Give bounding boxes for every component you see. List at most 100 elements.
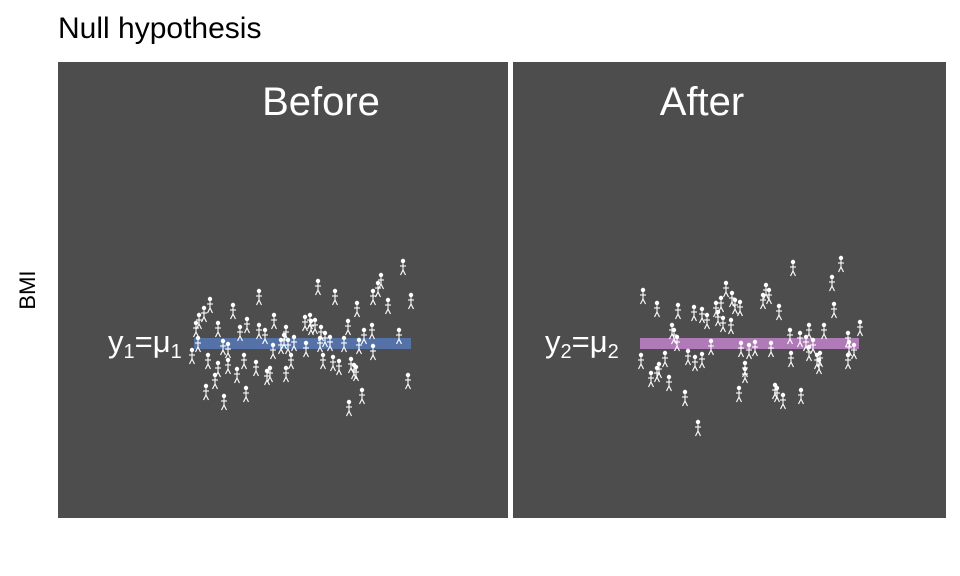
person-icon [330, 354, 336, 372]
person-icon [654, 365, 660, 383]
person-icon [322, 330, 328, 348]
person-icon [768, 340, 774, 358]
person-icon [648, 370, 654, 388]
person-icon [640, 287, 646, 305]
person-icon [264, 368, 270, 386]
person-icon [225, 341, 231, 359]
panel-before: Before y1=μ1 [58, 62, 508, 518]
person-icon [288, 352, 294, 370]
person-icon [396, 327, 402, 345]
person-icon [790, 259, 796, 277]
person-icon [857, 319, 863, 337]
person-icon [699, 351, 705, 369]
person-icon [385, 297, 391, 315]
person-icon [256, 288, 262, 306]
person-icon [675, 302, 681, 320]
person-icon [776, 303, 782, 321]
person-icon [359, 387, 365, 405]
eq-mu-sub: 1 [170, 341, 182, 363]
panel-after: After y2=μ2 [513, 62, 946, 518]
person-icon [203, 383, 209, 401]
person-icon [291, 334, 297, 352]
eq-mu: μ [152, 324, 171, 359]
person-icon [308, 318, 314, 336]
eq-mu-sub: 2 [607, 341, 619, 363]
person-icon [831, 301, 837, 319]
eq-equals: = [571, 324, 590, 359]
person-icon [345, 318, 351, 336]
person-icon [737, 299, 743, 317]
person-icon [732, 297, 738, 315]
person-icon [315, 278, 321, 296]
person-icon [327, 334, 333, 352]
person-icon [691, 304, 697, 322]
person-icon [774, 385, 780, 403]
before-plot [58, 62, 508, 518]
person-icon [189, 347, 195, 365]
person-icon [685, 348, 691, 366]
person-icon [662, 350, 668, 368]
y-axis-label: BMI [15, 270, 40, 310]
person-icon [695, 419, 701, 437]
person-icon [341, 335, 347, 353]
person-icon [262, 327, 268, 345]
person-icon [708, 338, 714, 356]
person-icon [205, 352, 211, 370]
person-icon [803, 334, 809, 352]
person-icon [230, 302, 236, 320]
person-icon [253, 359, 259, 377]
equation-after: y2=μ2 [545, 324, 619, 364]
person-icon [780, 392, 786, 410]
person-icon [220, 338, 226, 356]
person-icon [336, 358, 342, 376]
person-icon [370, 288, 376, 306]
person-icon [720, 315, 726, 333]
person-icon [369, 322, 375, 340]
person-icon [361, 327, 367, 345]
person-icon [704, 312, 710, 330]
eq-equals: = [134, 324, 153, 359]
person-icon [237, 324, 243, 342]
person-icon [788, 350, 794, 368]
person-icon [332, 288, 338, 306]
person-icon [193, 320, 199, 338]
panel-title-before: Before [262, 80, 380, 124]
eq-y-sub: 2 [560, 341, 572, 363]
person-icon [212, 372, 218, 390]
person-icon [317, 335, 323, 353]
person-icon [692, 354, 698, 372]
person-icon [821, 322, 827, 340]
person-icon [303, 340, 309, 358]
person-icon [302, 314, 308, 332]
chart-title: Null hypothesis [58, 12, 262, 45]
person-icon [196, 312, 202, 330]
person-icon [699, 306, 705, 324]
person-icon [346, 399, 352, 417]
panel-title-after: After [659, 80, 745, 124]
person-icon [234, 366, 240, 384]
person-icon [766, 287, 772, 305]
person-icon [810, 337, 816, 355]
person-icon [244, 316, 250, 334]
person-icon [682, 389, 688, 407]
person-icon [838, 255, 844, 273]
person-icon [400, 258, 406, 276]
person-icon [356, 337, 362, 355]
eq-mu: μ [589, 324, 608, 359]
person-icon [845, 352, 851, 370]
person-icon [738, 340, 744, 358]
person-icon [405, 372, 411, 390]
person-icon [241, 352, 247, 370]
person-icon [278, 337, 284, 355]
person-icon [723, 280, 729, 298]
person-icon [195, 335, 201, 353]
person-icon [787, 327, 793, 345]
person-icon [829, 274, 835, 292]
person-icon [285, 337, 291, 355]
eq-y: y [108, 324, 124, 359]
eq-y: y [545, 324, 561, 359]
person-icon [283, 365, 289, 383]
person-icon [798, 387, 804, 405]
person-icon [851, 342, 857, 360]
eq-y-sub: 1 [123, 341, 135, 363]
